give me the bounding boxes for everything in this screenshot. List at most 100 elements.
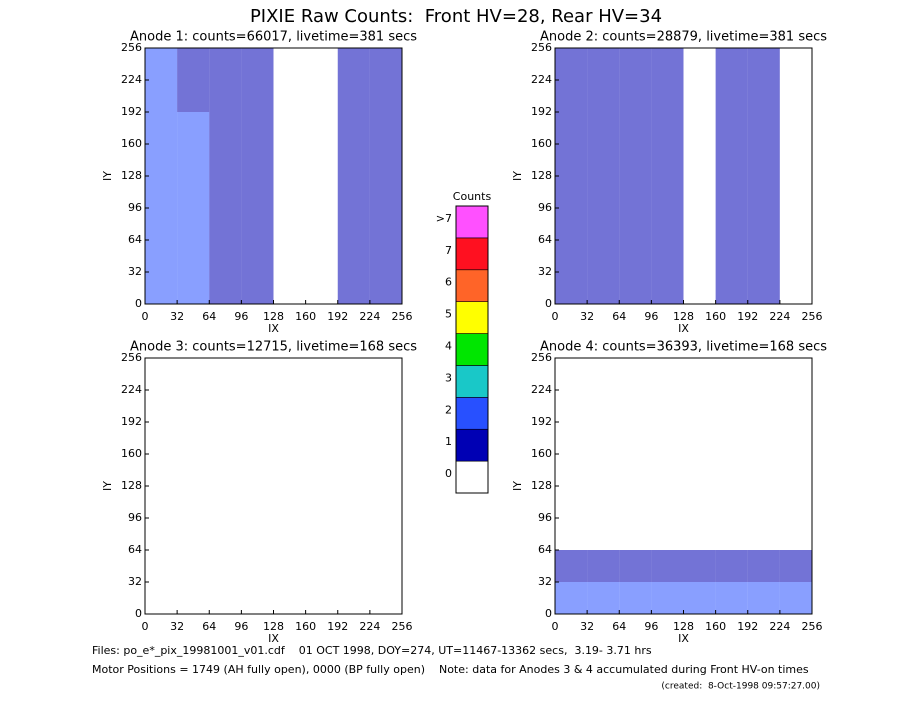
heat-cell — [779, 144, 812, 176]
heat-cell — [779, 176, 812, 208]
x-tick-label: 192 — [327, 310, 348, 323]
heat-cell — [273, 48, 306, 80]
y-tick-label: 32 — [128, 265, 142, 278]
y-tick-label: 128 — [121, 169, 142, 182]
x-tick-label: 256 — [392, 310, 413, 323]
heat-cell — [145, 112, 178, 144]
colorbar-label: 0 — [445, 467, 452, 480]
heat-cell — [273, 144, 306, 176]
heat-cell — [747, 240, 780, 272]
heat-cell — [209, 176, 242, 208]
heat-cell — [587, 422, 620, 454]
x-tick-label: 96 — [644, 620, 658, 633]
y-tick-label: 160 — [531, 447, 552, 460]
y-tick-label: 192 — [531, 415, 552, 428]
panel-title: Anode 3: counts=12715, livetime=168 secs — [130, 340, 417, 355]
footer-files: Files: po_e*_pix_19981001_v01.cdf 01 OCT… — [92, 644, 652, 657]
colorbar-frame — [455, 205, 489, 494]
heat-cell — [337, 550, 370, 582]
heat-cell — [715, 272, 748, 304]
heat-cell — [337, 422, 370, 454]
y-tick-label: 0 — [135, 297, 142, 310]
heat-cell — [337, 48, 370, 80]
y-tick-label: 224 — [531, 383, 552, 396]
heat-cell — [337, 390, 370, 422]
heat-cell — [145, 48, 178, 80]
heat-cell — [209, 454, 242, 486]
heat-cell — [305, 48, 338, 80]
x-tick-label: 32 — [580, 310, 594, 323]
heat-cell — [145, 582, 178, 614]
y-tick-label: 32 — [128, 575, 142, 588]
x-tick-label: 0 — [142, 310, 149, 323]
heat-cell — [177, 144, 210, 176]
colorbar-cell — [455, 365, 489, 398]
colorbar-label: 2 — [445, 403, 452, 416]
heat-cell — [587, 358, 620, 390]
heat-cell — [305, 486, 338, 518]
heat-cell — [651, 208, 684, 240]
heat-cell — [747, 454, 780, 486]
heat-cell — [241, 486, 274, 518]
x-tick-label: 96 — [234, 310, 248, 323]
x-tick-label: 224 — [769, 620, 790, 633]
heat-cell — [715, 144, 748, 176]
heat-cell — [305, 112, 338, 144]
heat-cell — [651, 550, 684, 582]
heat-cell — [273, 486, 306, 518]
heat-cell — [779, 208, 812, 240]
heat-cell — [273, 176, 306, 208]
heat-cell — [177, 454, 210, 486]
y-tick-label: 192 — [121, 415, 142, 428]
heat-cell — [619, 422, 652, 454]
heat-cell — [651, 80, 684, 112]
heat-cell — [241, 144, 274, 176]
heat-cell — [747, 550, 780, 582]
y-tick-label: 160 — [531, 137, 552, 150]
heat-cell — [619, 358, 652, 390]
heat-cell — [145, 454, 178, 486]
heat-cell — [587, 582, 620, 614]
heat-cell — [683, 176, 716, 208]
heat-cell — [683, 208, 716, 240]
x-tick-label: 224 — [359, 310, 380, 323]
heat-cell — [619, 272, 652, 304]
heat-cell — [555, 48, 588, 80]
heat-cell — [779, 422, 812, 454]
heat-cell — [747, 80, 780, 112]
x-tick-label: 0 — [142, 620, 149, 633]
heat-cell — [273, 582, 306, 614]
y-tick-label: 0 — [545, 297, 552, 310]
heat-cell — [683, 454, 716, 486]
heat-cell — [337, 582, 370, 614]
heat-cell — [715, 422, 748, 454]
heat-cell — [715, 80, 748, 112]
heat-cell — [587, 486, 620, 518]
heat-cell — [337, 454, 370, 486]
colorbar-cell — [455, 460, 489, 494]
heat-cell — [177, 582, 210, 614]
heat-cell — [337, 486, 370, 518]
heat-cell — [209, 272, 242, 304]
heat-cell — [619, 390, 652, 422]
y-tick-label: 256 — [531, 351, 552, 364]
heat-cell — [651, 176, 684, 208]
heat-cell — [779, 240, 812, 272]
y-tick-label: 192 — [121, 105, 142, 118]
heat-cell — [209, 390, 242, 422]
x-tick-label: 160 — [295, 620, 316, 633]
y-tick-label: 96 — [538, 511, 552, 524]
heat-cell — [555, 112, 588, 144]
y-tick-label: 160 — [121, 447, 142, 460]
heat-cell — [555, 582, 588, 614]
x-tick-label: 64 — [612, 620, 626, 633]
heat-cell — [305, 240, 338, 272]
heat-cell — [715, 518, 748, 550]
heat-cell — [209, 112, 242, 144]
heat-cell — [651, 582, 684, 614]
heat-cell — [651, 454, 684, 486]
x-tick-label: 128 — [263, 310, 284, 323]
heat-cell — [273, 240, 306, 272]
heat-cell — [145, 240, 178, 272]
heat-cell — [779, 454, 812, 486]
